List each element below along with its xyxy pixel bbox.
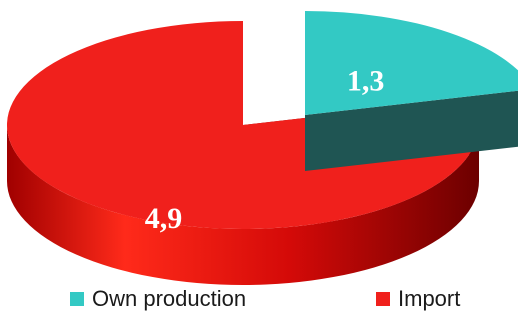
pie-slice-top-import — [6, 21, 480, 229]
legend-item-own-production: Own production — [70, 282, 246, 316]
pie-slice-top-own-production — [305, 11, 518, 115]
legend-label-import: Import — [398, 286, 461, 311]
legend-item-import: Import — [376, 282, 460, 316]
pie-slice-own-production — [305, 11, 518, 171]
pie-slice-side-import-0 — [7, 125, 479, 285]
legend-label-own-production: Own production — [92, 286, 247, 311]
legend-swatch-import — [376, 292, 390, 306]
pie-slice-wall-own-production-1 — [305, 90, 518, 171]
data-label-import: 4,9 — [145, 202, 183, 235]
data-label-own-production: 1,3 — [347, 64, 385, 97]
legend-swatch-own-production — [70, 292, 84, 306]
legend: Own production Import — [0, 282, 518, 316]
